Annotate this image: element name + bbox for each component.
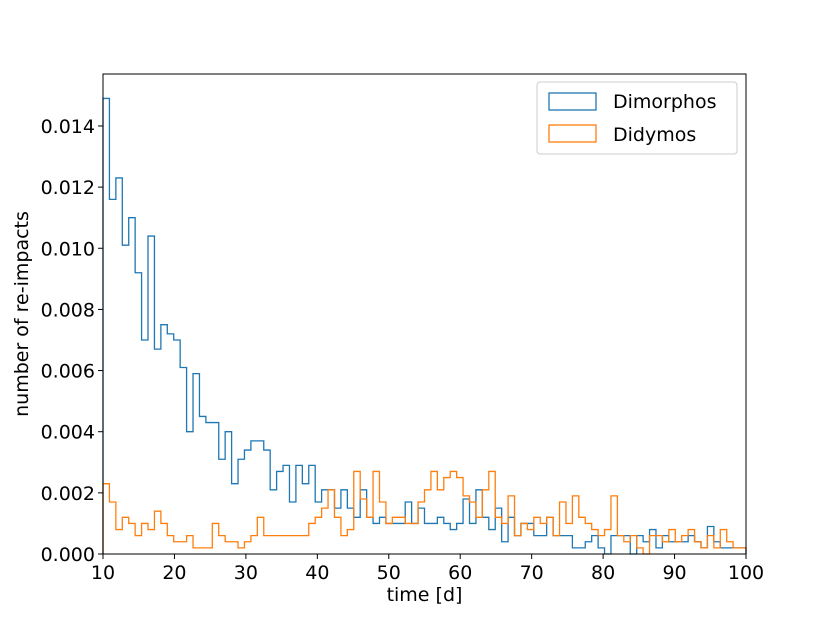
legend-swatch-dimorphos [548,92,597,111]
y-tick-label: 0.012 [41,177,95,199]
x-axis-ticks: 10 20 30 40 50 60 70 80 90 100 [91,554,764,584]
legend-label-didymos: Didymos [613,124,696,146]
y-axis-ticks: 0.000 0.002 0.004 0.006 0.008 0.010 0.012 0.014 [41,116,103,566]
legend-label-dimorphos: Dimorphos [613,91,716,113]
y-tick-label: 0.008 [41,299,95,321]
legend-box [536,81,738,155]
y-tick-label: 0.000 [41,544,95,566]
y-tick-label: 0.010 [41,238,95,260]
x-tick-label: 50 [377,562,401,584]
x-tick-label: 100 [728,562,764,584]
x-tick-label: 40 [305,562,329,584]
x-tick-label: 80 [591,562,615,584]
x-tick-label: 60 [448,562,472,584]
plot-frame [102,73,747,555]
x-tick-label: 10 [91,562,115,584]
x-axis-label: time [d] [387,584,463,606]
legend: Dimorphos Didymos [536,81,738,155]
y-tick-label: 0.014 [41,116,95,138]
y-axis-label: number of re-impacts [11,211,33,417]
x-tick-label: 20 [162,562,186,584]
x-tick-label: 70 [520,562,544,584]
y-tick-label: 0.004 [41,422,95,444]
x-tick-label: 30 [234,562,258,584]
legend-swatch-didymos [548,124,597,143]
y-tick-label: 0.002 [41,483,95,505]
y-tick-label: 0.006 [41,361,95,383]
series-didymos [102,470,747,555]
x-tick-label: 90 [662,562,686,584]
